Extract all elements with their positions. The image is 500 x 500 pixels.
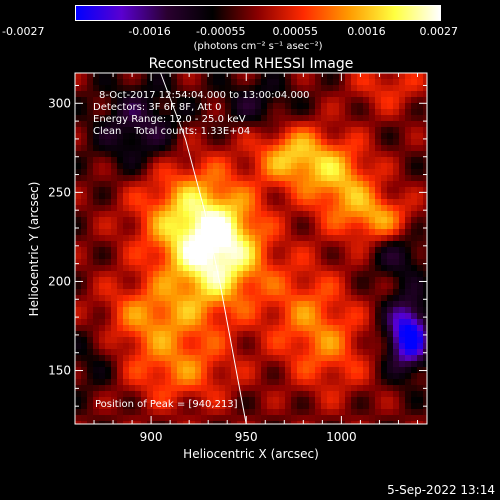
colorbar <box>75 5 441 21</box>
colorbar-tick-label: -0.0027 <box>2 25 44 38</box>
colorbar-tick-label: 0.0027 <box>420 25 459 38</box>
x-tick-label: 1000 <box>326 430 357 444</box>
axis-ticks: 900 950 1000 150 200 250 300 <box>48 73 427 444</box>
colorbar-ticks: -0.0027 -0.0016 -0.00055 0.00055 0.0016 0.002… <box>2 25 458 38</box>
annotation-clean: Clean Total counts: 1.33E+04 <box>93 126 250 137</box>
y-axis-label: Heliocentric Y (arcsec) <box>27 182 41 317</box>
plot-frame <box>74 72 428 425</box>
annotation-detectors: Detectors: 3F 6F 8F, Att 0 <box>93 102 221 113</box>
x-tick-label: 900 <box>140 430 163 444</box>
y-tick-label: 250 <box>48 185 71 199</box>
colorbar-units: (photons cm⁻² s⁻¹ asec⁻²) <box>193 41 322 52</box>
x-tick-label: 950 <box>235 430 258 444</box>
chart-title: Reconstructed RHESSI Image <box>149 56 354 72</box>
colorbar-tick-label: 0.00055 <box>273 25 319 38</box>
colorbar-tick-label: -0.00055 <box>196 25 245 38</box>
footer-date: 5-Sep-2022 13:14 <box>387 483 495 497</box>
x-axis-label: Heliocentric X (arcsec) <box>183 447 319 461</box>
annotation-energy: Energy Range: 12.0 - 25.0 keV <box>93 114 246 125</box>
y-tick-label: 300 <box>48 96 71 110</box>
y-tick-label: 150 <box>48 364 71 378</box>
annotation-time: 8-Oct-2017 12:54:04.000 to 13:00:04.000 <box>99 90 310 101</box>
y-tick-label: 200 <box>48 274 71 288</box>
solar-limb-line <box>160 72 247 425</box>
heatmap-image <box>75 73 428 425</box>
colorbar-tick-label: -0.0016 <box>128 25 170 38</box>
annotation-peak: Position of Peak = [940,213] <box>95 399 238 410</box>
colorbar-tick-label: 0.0016 <box>347 25 386 38</box>
